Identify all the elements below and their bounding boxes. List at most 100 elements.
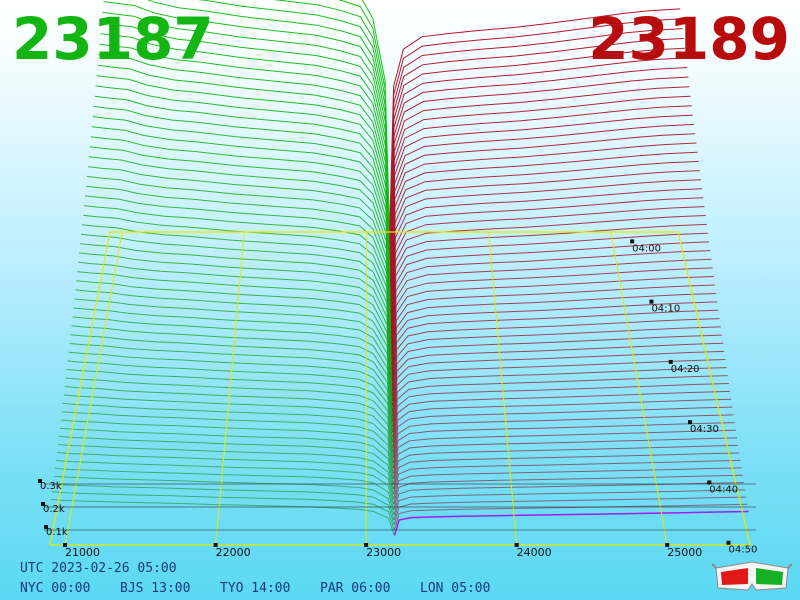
time-tick-label-3: 04:30 (690, 424, 719, 435)
bid-depth-line-10 (60, 419, 394, 484)
utc-time: UTC 2023-02-26 05:00 (20, 561, 177, 576)
bid-depth-line-52 (101, 22, 391, 266)
ask-depth-line-36 (391, 223, 707, 350)
latest-slice-line (393, 510, 749, 536)
time-tick-label-0: 04:00 (632, 243, 661, 254)
bid-depth-line-16 (66, 369, 394, 453)
bid-depth-line-48 (97, 64, 391, 287)
bid-depth-line-27 (77, 271, 393, 396)
city-time-bjs: BJS 13:00 (120, 581, 191, 596)
chart-frame (44, 231, 756, 546)
bid-depth-line-14 (64, 386, 394, 464)
ask-depth-line-24 (392, 326, 721, 412)
3d-glasses-icon[interactable] (712, 558, 792, 594)
x-tick-mark-1 (213, 543, 218, 547)
bid-depth-line-8 (58, 435, 394, 495)
ask-depth-line-32 (391, 258, 712, 370)
grid-line-x-1 (215, 231, 245, 546)
ask-depth-line-59 (389, 8, 681, 230)
bid-depth-line-43 (92, 116, 392, 313)
bid-depth-line-21 (71, 325, 393, 427)
ask-depth-line-27 (391, 301, 718, 396)
ask-depth-line-52 (389, 76, 689, 266)
city-time-tyo: TYO 14:00 (220, 581, 291, 596)
bid-depth-line-49 (98, 54, 391, 282)
bid-depth-line-45 (94, 95, 392, 303)
bid-depth-line-6 (56, 452, 395, 505)
ask-depth-line-42 (390, 170, 700, 318)
bid-depth-line-32 (82, 224, 393, 370)
bid-depth-line-56 (197, 0, 391, 245)
bid-depth-line-17 (67, 360, 394, 448)
bid-depth-line-15 (65, 377, 394, 459)
ask-depth-line-10 (393, 437, 738, 484)
ask-depth-line-8 (393, 452, 740, 495)
grid-line-x-0 (64, 231, 123, 546)
bid-depth-line-57 (273, 0, 391, 240)
time-tick-label-5: 04:50 (729, 545, 758, 556)
ask-depth-line-14 (392, 406, 733, 464)
bid-depth-line-7 (57, 444, 395, 500)
bid-depth-line-58 (337, 0, 391, 235)
grid-line-x-4 (610, 231, 668, 546)
bid-depth-line-59 (361, 0, 390, 230)
ask-depth-line-55 (389, 47, 685, 250)
ask-depth-line-54 (389, 57, 687, 256)
ask-depth-lines (389, 8, 749, 536)
ask-depth-line-28 (391, 293, 717, 391)
time-tick-mark-3 (688, 420, 692, 425)
ask-depth-line-13 (392, 414, 734, 469)
ask-depth-line-23 (392, 334, 722, 417)
bid-depth-line-40 (89, 146, 392, 329)
ask-depth-line-1 (393, 503, 748, 531)
bid-depth-line-30 (80, 243, 393, 381)
ask-depth-line-22 (392, 342, 724, 422)
ask-depth-line-19 (392, 367, 727, 438)
ask-depth-line-58 (389, 18, 682, 235)
ask-depth-line-26 (391, 309, 719, 402)
ask-depth-line-46 (390, 133, 696, 298)
bid-depth-line-26 (76, 280, 393, 402)
bid-depth-line-50 (99, 43, 391, 277)
bid-depth-line-25 (75, 289, 393, 407)
ask-depth-line-51 (389, 86, 690, 271)
bid-depth-line-47 (96, 75, 391, 292)
bid-depth-line-19 (69, 343, 394, 438)
bid-depth-line-3 (54, 475, 395, 521)
x-tick-label-2: 23000 (366, 546, 401, 559)
ask-depth-line-3 (393, 489, 746, 521)
bid-depth-line-29 (79, 252, 393, 386)
ask-depth-line-41 (390, 179, 702, 324)
x-tick-label-4: 25000 (667, 546, 702, 559)
bid-depth-line-20 (70, 334, 394, 433)
ask-depth-line-25 (392, 318, 720, 407)
ask-depth-line-6 (393, 467, 742, 505)
bid-depth-line-1 (52, 491, 395, 531)
bid-depth-line-41 (90, 136, 392, 324)
x-tick-mark-4 (665, 543, 670, 547)
ask-depth-line-45 (390, 142, 697, 303)
ask-depth-line-40 (390, 188, 703, 329)
x-tick-label-3: 24000 (517, 546, 552, 559)
bid-depth-line-53 (102, 11, 391, 261)
ask-depth-line-21 (392, 350, 725, 427)
ask-depth-line-47 (390, 123, 695, 292)
ask-depth-line-39 (390, 197, 704, 334)
depth-tick-mark-2 (38, 479, 42, 483)
bid-depth-line-33 (83, 214, 393, 365)
ask-depth-line-15 (392, 398, 732, 459)
ask-depth-line-11 (393, 429, 736, 479)
time-tick-mark-4 (707, 480, 712, 485)
time-tick-label-4: 04:40 (709, 484, 738, 495)
ask-depth-line-35 (391, 232, 709, 355)
x-tick-mark-2 (364, 543, 369, 547)
ask-depth-line-12 (393, 422, 735, 474)
depth-tick-label-2: 0.3k (40, 481, 62, 492)
ask-depth-line-5 (393, 474, 743, 510)
bid-depth-line-44 (93, 105, 392, 308)
time-tick-mark-2 (668, 359, 673, 364)
depth-tick-label-0: 0.1k (46, 527, 68, 538)
x-tick-label-1: 22000 (216, 546, 251, 559)
bid-depth-line-5 (55, 460, 395, 510)
bid-depth-line-28 (78, 261, 393, 391)
